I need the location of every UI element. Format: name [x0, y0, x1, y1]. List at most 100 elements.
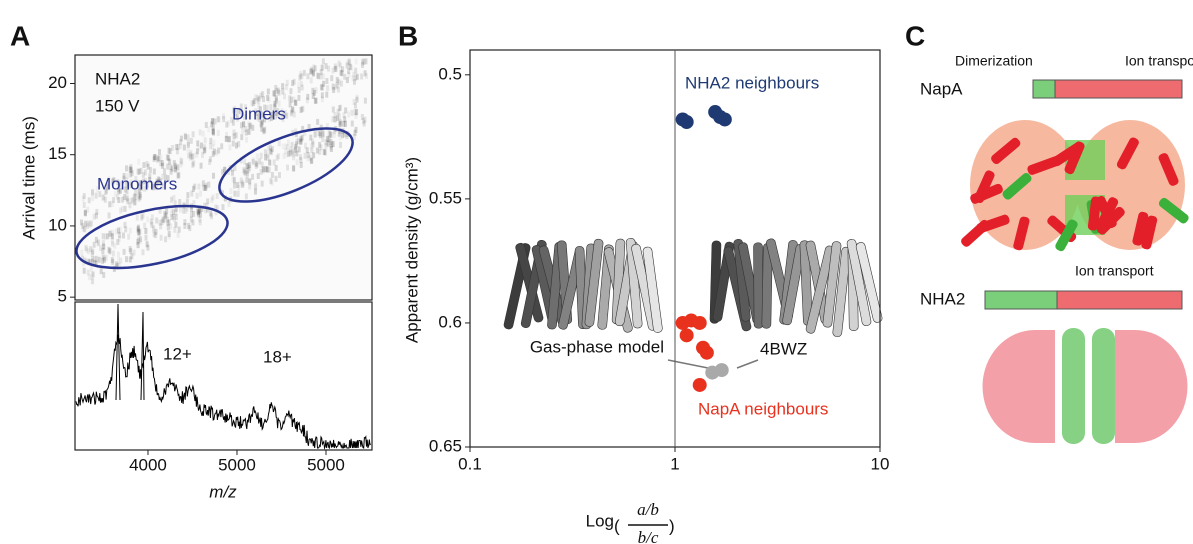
heat-pixel [84, 245, 88, 252]
domain-label: Dimerization [955, 53, 1033, 69]
heat-pixel [85, 223, 89, 230]
heat-pixel [203, 147, 207, 154]
heat-pixel [248, 179, 252, 186]
heat-pixel [152, 184, 156, 191]
heat-pixel [137, 168, 141, 175]
heat-pixel [81, 260, 85, 267]
heat-pixel [311, 92, 315, 99]
heat-pixel [258, 95, 262, 102]
heat-pixel [318, 130, 322, 137]
heat-pixel [136, 237, 140, 244]
heat-pixel [248, 178, 252, 185]
heat-pixel [246, 163, 250, 170]
heat-pixel [192, 152, 196, 159]
heat-pixel [167, 231, 171, 238]
heat-pixel [80, 249, 84, 256]
heat-pixel [289, 150, 293, 157]
heat-pixel [225, 121, 229, 128]
heat-pixel [94, 260, 98, 267]
heat-pixel [352, 78, 356, 85]
heat-pixel [263, 116, 267, 123]
heat-pixel [210, 197, 214, 204]
heat-pixel [83, 210, 87, 217]
heat-pixel [129, 182, 133, 189]
heat-pixel [298, 138, 302, 145]
heat-pixel [148, 177, 152, 184]
heat-pixel [295, 159, 299, 166]
heat-pixel [266, 88, 270, 95]
heat-pixel [354, 67, 358, 74]
heat-pixel [157, 149, 161, 156]
heat-pixel [250, 100, 254, 107]
heat-pixel [311, 138, 315, 145]
heat-pixel [338, 105, 342, 112]
heat-pixel [270, 179, 274, 186]
heat-pixel [119, 207, 123, 214]
heat-pixel [221, 169, 225, 176]
heat-pixel [230, 116, 234, 123]
heat-pixel [160, 160, 164, 167]
heat-pixel [209, 211, 213, 218]
heat-pixel [244, 104, 248, 111]
heat-pixel [129, 179, 133, 186]
heat-pixel [256, 161, 260, 168]
heat-pixel [111, 240, 115, 247]
heat-pixel [310, 147, 314, 154]
heat-pixel [297, 86, 301, 93]
heat-pixel [179, 161, 183, 168]
heat-pixel [197, 183, 201, 190]
heat-pixel [190, 190, 194, 197]
heat-pixel [91, 195, 95, 202]
heat-pixel [115, 193, 119, 200]
heat-pixel [156, 179, 160, 186]
heat-pixel [259, 152, 263, 159]
heat-pixel [256, 95, 260, 102]
heat-pixel [239, 108, 243, 115]
heat-pixel [122, 172, 126, 179]
heat-pixel [152, 154, 156, 161]
heat-pixel [189, 137, 193, 144]
heat-pixel [188, 152, 192, 159]
heat-pixel [291, 106, 295, 113]
heat-pixel [107, 176, 111, 183]
heat-pixel [252, 98, 256, 105]
heat-pixel [343, 121, 347, 128]
heat-pixel [117, 186, 121, 193]
heat-pixel [132, 199, 136, 206]
heat-pixel [297, 87, 301, 94]
heat-pixel [296, 138, 300, 145]
heat-pixel [318, 148, 322, 155]
heat-pixel [237, 141, 241, 148]
heat-pixel [211, 124, 215, 131]
heat-pixel [215, 149, 219, 156]
heat-pixel [110, 232, 114, 239]
heat-pixel [198, 216, 202, 223]
heat-pixel [159, 234, 163, 241]
heat-pixel [309, 134, 313, 141]
point [679, 114, 694, 129]
heat-pixel [143, 169, 147, 176]
heat-pixel [251, 124, 255, 131]
heat-pixel [183, 132, 187, 139]
heat-pixel [165, 154, 169, 161]
heat-pixel [238, 181, 242, 188]
heat-pixel [204, 184, 208, 191]
heat-pixel [117, 257, 121, 264]
heat-pixel [139, 184, 143, 191]
heat-pixel [210, 121, 214, 128]
heat-pixel [325, 78, 329, 85]
heat-pixel [309, 157, 313, 164]
heat-pixel [337, 60, 341, 67]
heat-pixel [269, 149, 273, 156]
heat-pixel [247, 128, 251, 135]
heat-pixel [232, 133, 236, 140]
heat-pixel [152, 181, 156, 188]
heat-pixel [269, 114, 273, 121]
heat-pixel [315, 147, 319, 154]
series-label: Gas-phase model [530, 337, 664, 356]
heat-pixel [84, 220, 88, 227]
heat-pixel [239, 103, 243, 110]
dimerization-domain [984, 290, 1058, 310]
heat-pixel [110, 257, 114, 264]
heat-pixel [87, 259, 91, 266]
